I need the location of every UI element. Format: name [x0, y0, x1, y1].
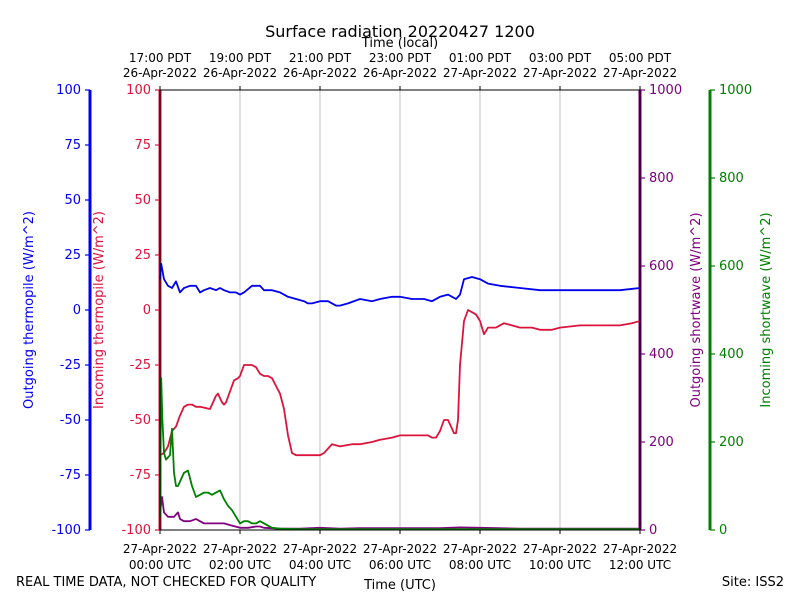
x-tick-label: 06:00 UTC	[369, 558, 431, 572]
x-tick-label: 27-Apr-2022	[363, 542, 437, 556]
y-tick-label: 800	[719, 171, 744, 186]
y-tick-label: 1000	[719, 83, 752, 98]
y-tick-label: -25	[60, 358, 81, 373]
quality-note: REAL TIME DATA, NOT CHECKED FOR QUALITY	[16, 575, 317, 590]
x-tick-label: 08:00 UTC	[449, 558, 511, 572]
top-tick-label: 01:00 PDT	[449, 51, 512, 65]
x-tick-label: 04:00 UTC	[289, 558, 351, 572]
x-tick-label: 27-Apr-2022	[123, 542, 197, 556]
y-tick-label: 400	[649, 347, 674, 362]
y-axis-label: Outgoing shortwave (W/m^2)	[689, 212, 704, 407]
y-axis-label: Incoming thermopile (W/m^2)	[92, 211, 107, 409]
series-line-outgoing-shortwave	[159, 496, 640, 530]
y-tick-label: 200	[649, 435, 674, 450]
y-tick-label: 25	[64, 248, 81, 263]
x-tick-label: 02:00 UTC	[209, 558, 271, 572]
top-tick-label: 23:00 PDT	[369, 51, 432, 65]
y-tick-label: -25	[130, 358, 151, 373]
y-tick-label: 75	[64, 138, 81, 153]
y-tick-label: -75	[130, 468, 151, 483]
y-tick-label: 50	[134, 193, 151, 208]
top-tick-label: 26-Apr-2022	[283, 66, 357, 80]
plot-frame	[159, 89, 641, 531]
y-tick-label: 0	[143, 303, 151, 318]
y-tick-label: 75	[134, 138, 151, 153]
y-tick-label: 800	[649, 171, 674, 186]
bottom-axis: 27-Apr-2022 00:00 UTC 27-Apr-2022 02:00 UTC…	[123, 530, 677, 572]
series-line-incoming-thermopile	[159, 309, 641, 457]
y-tick-label: 1000	[649, 83, 682, 98]
top-tick-label: 27-Apr-2022	[443, 66, 517, 80]
y-tick-label: -75	[60, 468, 81, 483]
top-tick-label: 05:00 PDT	[609, 51, 672, 65]
top-tick-label: 26-Apr-2022	[123, 66, 197, 80]
series-layer	[159, 262, 641, 530]
y-tick-label: -100	[51, 523, 81, 538]
top-tick-label: 27-Apr-2022	[603, 66, 677, 80]
y-tick-label: -50	[130, 413, 151, 428]
y-tick-label: 100	[56, 83, 81, 98]
top-tick-label: 03:00 PDT	[529, 51, 592, 65]
top-tick-label: 26-Apr-2022	[363, 66, 437, 80]
y-tick-label: 0	[73, 303, 81, 318]
top-tick-label: 21:00 PDT	[289, 51, 352, 65]
y-axis-label: Incoming shortwave (W/m^2)	[759, 212, 774, 407]
top-tick-label: 19:00 PDT	[209, 51, 272, 65]
grid-lines	[239, 90, 561, 530]
y-axis-label: Outgoing thermopile (W/m^2)	[22, 211, 37, 409]
top-tick-label: 27-Apr-2022	[523, 66, 597, 80]
chart-title: Surface radiation 20220427 1200	[265, 22, 535, 41]
top-tick-label: 26-Apr-2022	[203, 66, 277, 80]
y-tick-label: -100	[121, 523, 151, 538]
y-tick-label: 0	[649, 523, 657, 538]
y-tick-label: 600	[719, 259, 744, 274]
x-tick-label: 27-Apr-2022	[283, 542, 357, 556]
y-tick-label: 100	[126, 83, 151, 98]
x-tick-label: 00:00 UTC	[129, 558, 191, 572]
x-tick-label: 27-Apr-2022	[443, 542, 517, 556]
y-tick-label: 400	[719, 347, 744, 362]
y-tick-label: 0	[719, 523, 727, 538]
top-tick-label: 17:00 PDT	[129, 51, 192, 65]
x-axis-label: Time (UTC)	[363, 578, 436, 593]
y-tick-label: -50	[60, 413, 81, 428]
y-axes: 100 75 50 25 0 -25 -50 -75 -100 Outgoing thermopi…	[22, 83, 774, 538]
x-tick-label: 27-Apr-2022	[603, 542, 677, 556]
y-tick-label: 600	[649, 259, 674, 274]
x-tick-label: 12:00 UTC	[609, 558, 671, 572]
top-axis-label: Time (local)	[361, 36, 438, 51]
series-line-incoming-shortwave	[159, 377, 640, 530]
x-tick-label: 10:00 UTC	[529, 558, 591, 572]
x-tick-label: 27-Apr-2022	[203, 542, 277, 556]
series-line-outgoing-thermopile	[159, 262, 641, 307]
y-tick-label: 50	[64, 193, 81, 208]
y-tick-label: 200	[719, 435, 744, 450]
y-tick-label: 25	[134, 248, 151, 263]
x-tick-label: 27-Apr-2022	[523, 542, 597, 556]
site-label: Site: ISS2	[721, 575, 784, 590]
